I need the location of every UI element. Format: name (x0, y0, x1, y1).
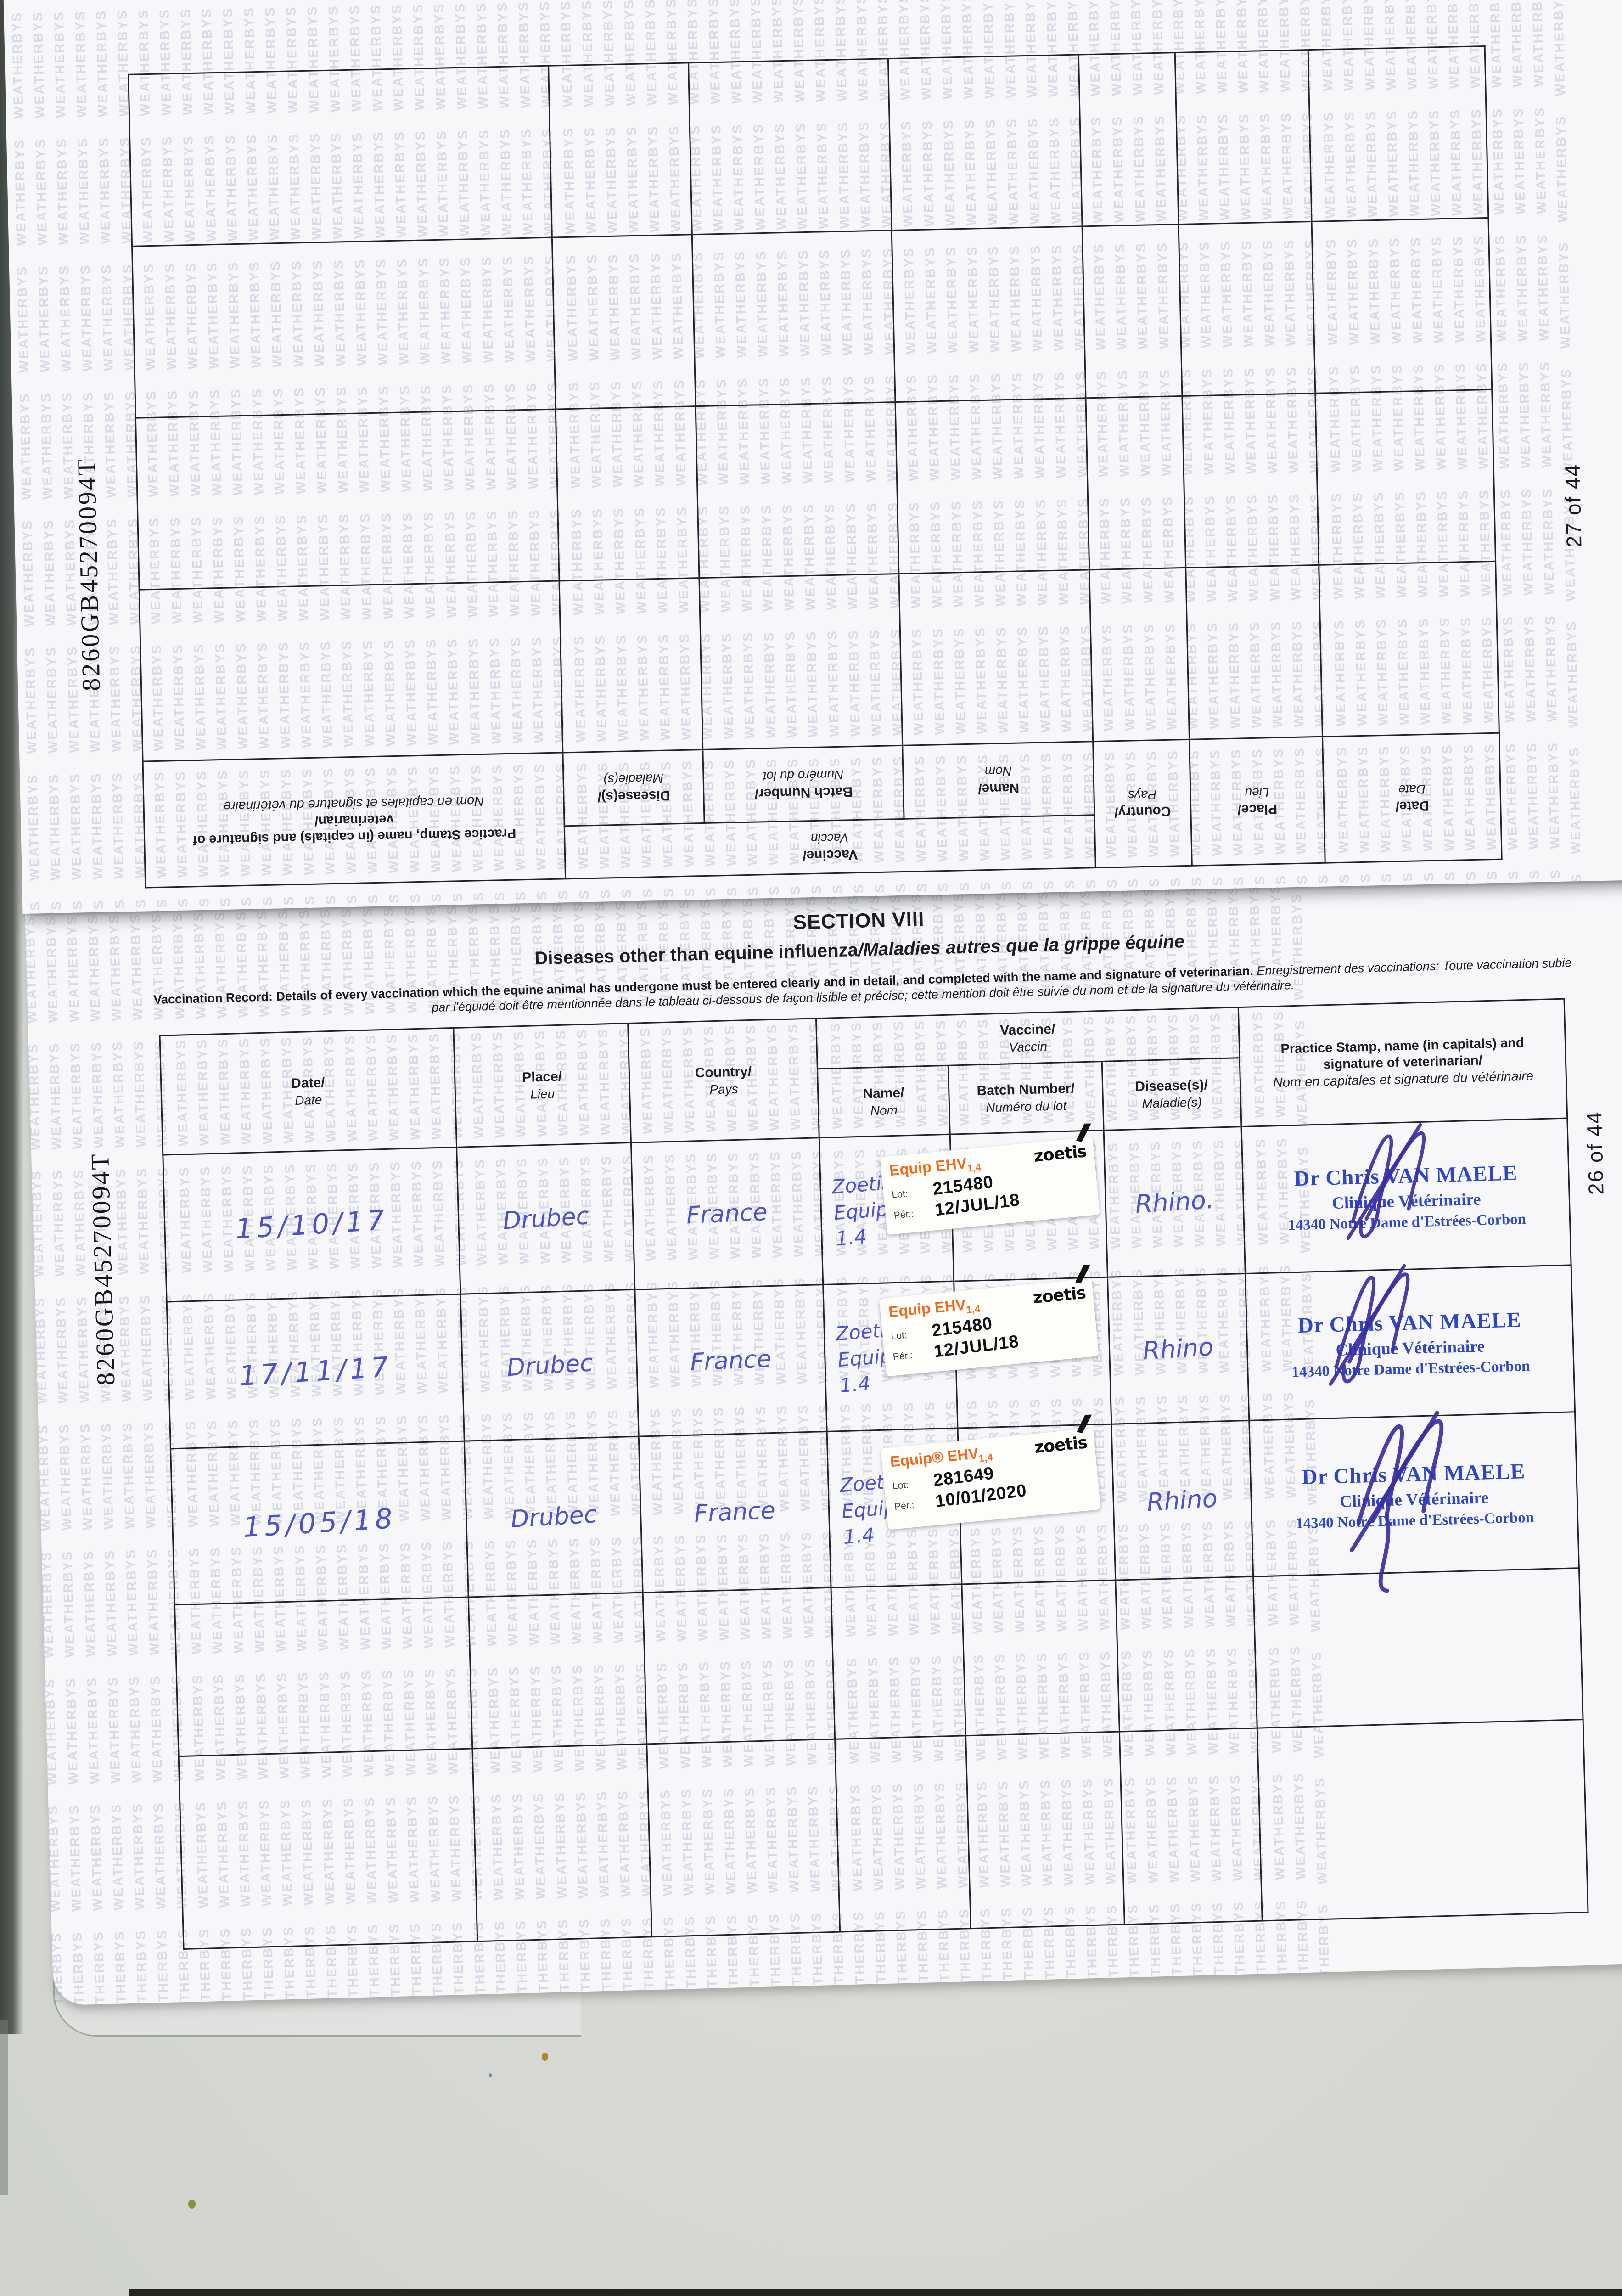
zoetis-logo: zoetis (1033, 1433, 1088, 1458)
header-date: Date/ Date (160, 1028, 457, 1155)
header-practice-stamp: Practice Stamp, name (in capitals) and s… (1238, 999, 1567, 1127)
ink-speck (489, 2073, 492, 2077)
vaccination-row: 15/10/17 Drubec France Zoetis Equip EHV … (163, 1118, 1571, 1302)
header-batch-number: Batch Number/ Numéro du lot (702, 745, 904, 823)
header-vaccine: Vaccine/ Vaccin (564, 815, 1096, 879)
vaccination-row: 15/05/18 Drubec France Zoetis Equip EHV … (170, 1411, 1579, 1605)
entry-country: France (694, 1496, 776, 1528)
entry-date: 17/11/17 (238, 1351, 393, 1392)
empty-row (135, 389, 1496, 590)
expiry-label: Pér.: (893, 1208, 915, 1221)
header-place: Place/ Lieu (453, 1023, 631, 1148)
vaccination-table-page26: Date/ Date Place/ Lieu Country/ Pays Vac… (159, 998, 1588, 1950)
entry-disease: Rhino (1142, 1332, 1215, 1366)
header-date: Date/ Date (1322, 733, 1502, 863)
header-disease: Disease(s)/ Maladie(s) (1102, 1058, 1242, 1131)
veterinarian-signature (1329, 1264, 1410, 1386)
paper-speck (542, 2053, 548, 2061)
header-vaccine-name: Name/ Nom (902, 741, 1094, 819)
scan-bottom-edge (129, 2289, 1622, 2296)
vaccination-table-page27: Date/ Date Place/ Lieu Country/ Pays Vac… (128, 45, 1503, 889)
page-number: 26 of 44 (1582, 1111, 1608, 1195)
page-serial-number: 8260GB45270094T (86, 1152, 121, 1386)
entry-date: 15/10/17 (234, 1204, 389, 1245)
entry-country: France (685, 1198, 769, 1229)
empty-row (132, 218, 1492, 418)
expiry-label: Pér.: (892, 1350, 914, 1362)
flipped-content: Date/ Date Place/ Lieu Country/ Pays Vac… (3, 0, 1622, 914)
header-vaccine-name: Name/ Nom (817, 1065, 950, 1138)
entry-disease: Rhino. (1134, 1185, 1215, 1219)
empty-row (139, 561, 1499, 762)
zoetis-logo: zoetis (1033, 1142, 1088, 1166)
header-country: Country/ Pays (1093, 739, 1192, 868)
subtitle-english: Diseases other than equine influenza (534, 940, 859, 969)
header-batch-number: Batch Number/ Numéro du lot (948, 1061, 1104, 1135)
header-country: Country/ Pays (628, 1018, 819, 1143)
header-place: Place/ Lieu (1189, 737, 1325, 866)
veterinarian-signature (1350, 1411, 1444, 1593)
lot-label: Lot: (890, 1329, 908, 1342)
entry-place: Drubec (502, 1202, 590, 1235)
scan-left-edge-lower (0, 2020, 8, 2195)
expiry-label: Pér.: (894, 1499, 915, 1512)
passport-page-27-upside-down: WEATHERBYS WEATHERBYS WEATHERBYS WEATHER… (3, 0, 1622, 914)
zoetis-logo: zoetis (1032, 1283, 1087, 1308)
entry-place: Drubec (510, 1500, 598, 1533)
vaccination-row: 17/11/17 Drubec France Zoetis Equip EHV … (167, 1265, 1575, 1449)
entry-disease: Rhino (1146, 1484, 1219, 1517)
lot-label: Lot: (892, 1479, 909, 1491)
lot-label: Lot: (891, 1188, 909, 1200)
entry-country: France (690, 1345, 772, 1376)
entry-date: 15/05/18 (242, 1502, 397, 1544)
header-disease: Disease(s)/ Maladie(s) (562, 749, 705, 826)
header-practice-stamp: Practice Stamp, name (in capitals) and s… (143, 752, 566, 888)
entry-place: Drubec (505, 1349, 594, 1382)
empty-row (128, 46, 1488, 247)
passport-page-26: WEATHERBYS WEATHERBYS WEATHERBYS WEATHER… (24, 836, 1622, 2006)
subtitle-french: /Maladies autres que la grippe équine (858, 931, 1185, 960)
veterinarian-signature (1346, 1123, 1426, 1240)
paper-speck (188, 2200, 196, 2209)
empty-row (179, 1719, 1588, 1949)
